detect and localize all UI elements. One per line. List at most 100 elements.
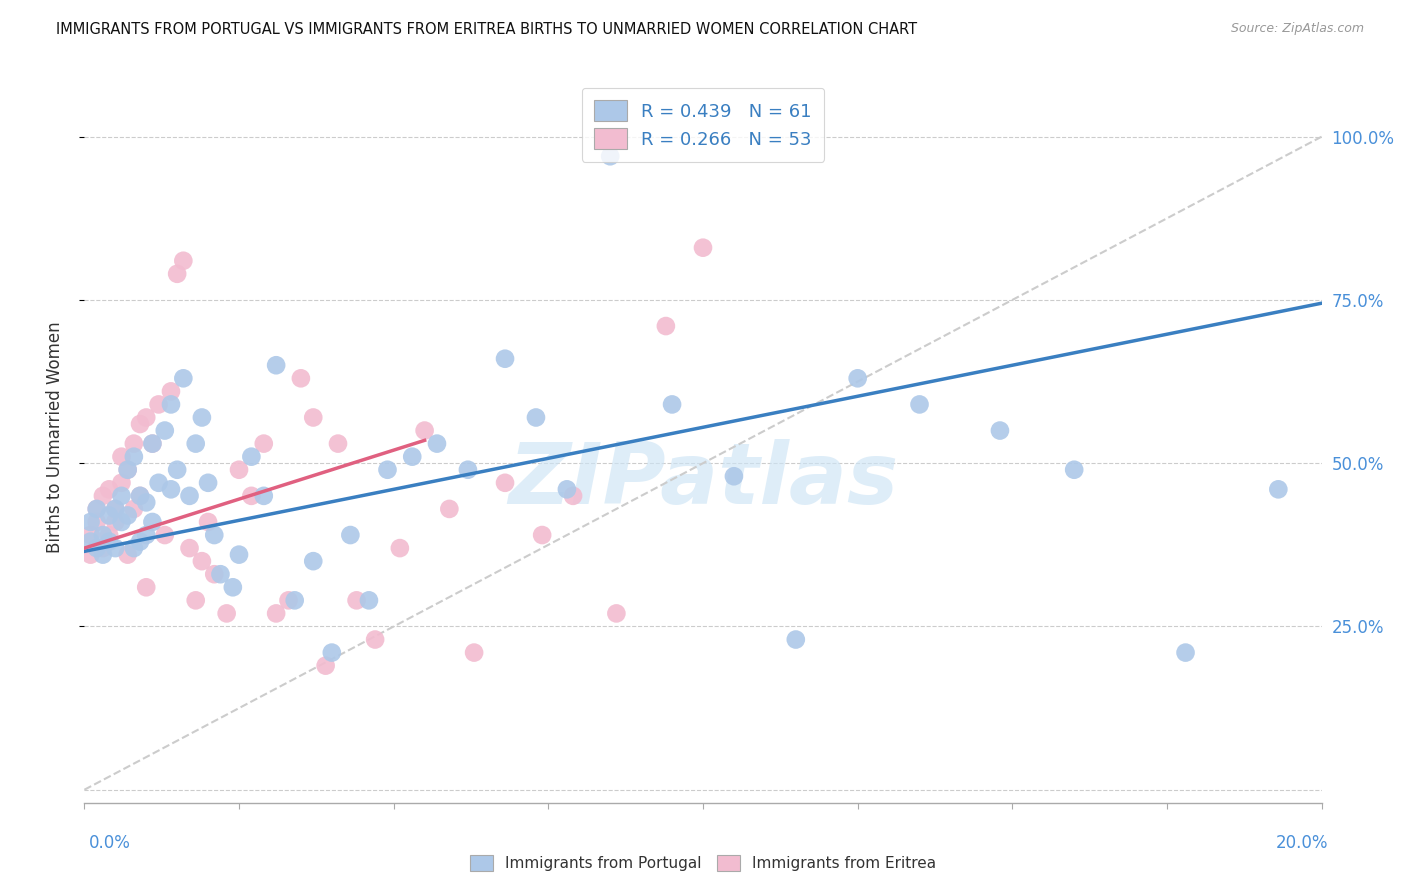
Point [1174, 646, 1197, 660]
Point [153, 528, 176, 542]
Point [160, 384, 183, 399]
Point [302, 554, 325, 568]
Point [160, 397, 183, 411]
Point [222, 580, 245, 594]
Point [172, 253, 194, 268]
Point [129, 417, 152, 431]
Point [197, 475, 219, 490]
Point [104, 502, 127, 516]
Point [562, 489, 585, 503]
Point [494, 475, 516, 490]
Point [209, 567, 232, 582]
Point [326, 436, 349, 450]
Point [1063, 463, 1085, 477]
Point [135, 528, 157, 542]
Point [129, 534, 152, 549]
Point [197, 515, 219, 529]
Point [91, 541, 114, 555]
Point [191, 410, 214, 425]
Point [253, 489, 276, 503]
Point [202, 567, 225, 582]
Point [339, 528, 361, 542]
Point [86, 515, 108, 529]
Point [253, 436, 276, 450]
Point [117, 548, 139, 562]
Point [110, 515, 132, 529]
Point [401, 450, 423, 464]
Point [153, 424, 176, 438]
Point [91, 548, 114, 562]
Point [599, 149, 621, 163]
Point [346, 593, 368, 607]
Point [104, 515, 127, 529]
Text: ZIPatlas: ZIPatlas [508, 440, 898, 523]
Point [240, 450, 263, 464]
Point [228, 463, 250, 477]
Point [290, 371, 312, 385]
Point [364, 632, 387, 647]
Point [215, 607, 238, 621]
Point [240, 489, 263, 503]
Point [191, 554, 214, 568]
Point [122, 436, 145, 450]
Point [117, 508, 139, 523]
Y-axis label: Births to Unmarried Women: Births to Unmarried Women [45, 321, 63, 553]
Point [846, 371, 869, 385]
Point [135, 495, 157, 509]
Point [555, 483, 578, 497]
Point [129, 489, 152, 503]
Point [141, 436, 163, 450]
Point [692, 241, 714, 255]
Point [98, 508, 121, 523]
Point [1267, 483, 1289, 497]
Point [86, 502, 108, 516]
Point [129, 489, 152, 503]
Point [141, 515, 163, 529]
Point [988, 424, 1011, 438]
Point [302, 410, 325, 425]
Point [141, 436, 163, 450]
Point [79, 534, 101, 549]
Point [463, 646, 485, 660]
Point [524, 410, 547, 425]
Point [135, 580, 157, 594]
Point [172, 371, 194, 385]
Point [264, 358, 287, 372]
Point [184, 436, 207, 450]
Point [202, 528, 225, 542]
Point [277, 593, 299, 607]
Point [110, 475, 132, 490]
Point [79, 528, 101, 542]
Point [122, 450, 145, 464]
Point [228, 548, 250, 562]
Point [264, 607, 287, 621]
Point [531, 528, 554, 542]
Text: Source: ZipAtlas.com: Source: ZipAtlas.com [1230, 22, 1364, 36]
Point [160, 483, 183, 497]
Point [122, 502, 145, 516]
Point [117, 463, 139, 477]
Text: 20.0%: 20.0% [1277, 834, 1329, 852]
Point [98, 534, 121, 549]
Point [79, 548, 101, 562]
Point [122, 541, 145, 555]
Point [117, 463, 139, 477]
Point [98, 483, 121, 497]
Point [357, 593, 380, 607]
Point [439, 502, 461, 516]
Point [284, 593, 307, 607]
Point [91, 489, 114, 503]
Point [98, 528, 121, 542]
Point [86, 541, 108, 555]
Point [457, 463, 479, 477]
Point [104, 541, 127, 555]
Point [388, 541, 411, 555]
Point [377, 463, 399, 477]
Text: IMMIGRANTS FROM PORTUGAL VS IMMIGRANTS FROM ERITREA BIRTHS TO UNMARRIED WOMEN CO: IMMIGRANTS FROM PORTUGAL VS IMMIGRANTS F… [56, 22, 917, 37]
Point [321, 646, 343, 660]
Point [785, 632, 807, 647]
Point [104, 502, 127, 516]
Legend: Immigrants from Portugal, Immigrants from Eritrea: Immigrants from Portugal, Immigrants fro… [464, 849, 942, 877]
Point [494, 351, 516, 366]
Point [426, 436, 449, 450]
